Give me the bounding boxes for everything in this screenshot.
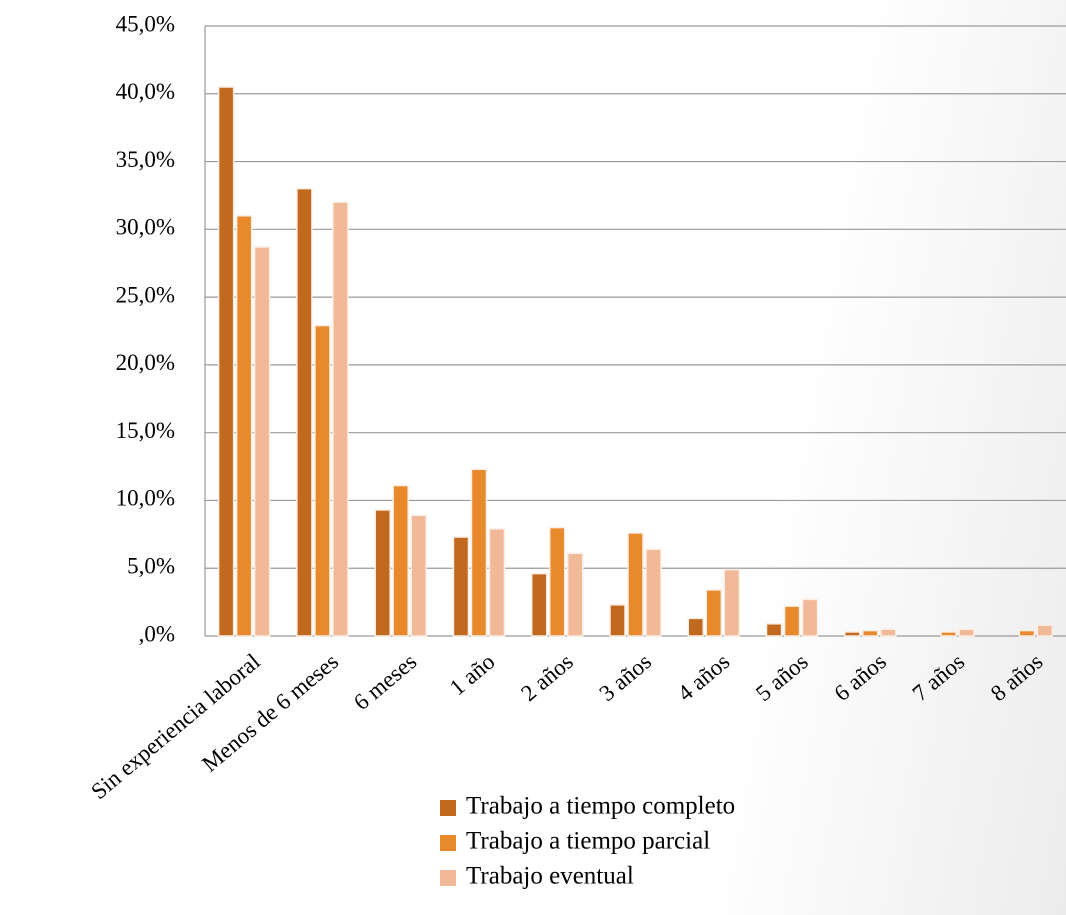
y-tick-label: ,0% <box>139 621 175 646</box>
bar <box>235 215 253 637</box>
bar <box>253 246 271 637</box>
bar <box>296 187 313 637</box>
bar <box>332 201 349 637</box>
bar <box>374 509 391 637</box>
x-tick-label: 1 año <box>445 649 500 701</box>
bar <box>705 589 723 637</box>
bar <box>1036 624 1054 637</box>
bar <box>217 86 235 637</box>
x-tick-label: 8 años <box>986 649 1048 706</box>
bar <box>627 532 644 637</box>
x-tick-label: 6 años <box>829 649 891 706</box>
bar <box>723 568 741 637</box>
bar <box>609 604 626 637</box>
x-tick-label: 7 años <box>908 649 970 706</box>
bar <box>801 598 819 637</box>
y-tick-label: 40,0% <box>116 79 175 104</box>
x-tick-label: Menos de 6 meses <box>197 649 343 777</box>
legend-label: Trabajo a tiempo completo <box>466 793 735 820</box>
y-tick-label: 15,0% <box>116 418 175 443</box>
y-tick-label: 25,0% <box>116 282 175 307</box>
bar <box>470 468 488 637</box>
bar <box>687 617 705 637</box>
bar <box>530 572 548 637</box>
x-tick-label: 3 años <box>595 649 657 706</box>
bar <box>862 629 879 637</box>
y-tick-label: 35,0% <box>116 147 175 172</box>
bar <box>940 631 957 637</box>
bar <box>1018 629 1036 637</box>
bar <box>880 628 897 637</box>
y-tick-label: 30,0% <box>116 215 175 240</box>
bar <box>314 324 331 637</box>
bar <box>783 605 801 637</box>
bar <box>765 623 783 637</box>
y-tick-label: 10,0% <box>116 486 175 511</box>
bar <box>452 536 470 637</box>
legend-swatch <box>440 870 456 886</box>
bar <box>958 628 975 637</box>
bar <box>844 631 861 637</box>
y-tick-label: 45,0% <box>116 11 175 36</box>
y-tick-label: 5,0% <box>127 554 175 579</box>
y-tick-label: 20,0% <box>116 350 175 375</box>
legend-swatch <box>440 835 456 851</box>
bar <box>645 548 662 637</box>
x-tick-label: 6 meses <box>349 649 421 715</box>
bar <box>488 528 506 637</box>
bar <box>392 484 409 637</box>
bar <box>548 526 566 637</box>
x-tick-label: 2 años <box>516 649 578 706</box>
bar <box>566 552 584 637</box>
bar <box>410 514 427 637</box>
legend-label: Trabajo a tiempo parcial <box>466 828 710 855</box>
legend-swatch <box>440 800 456 816</box>
x-tick-label: 5 años <box>751 649 813 706</box>
x-tick-label: 4 años <box>673 649 735 706</box>
legend-label: Trabajo eventual <box>466 863 634 890</box>
